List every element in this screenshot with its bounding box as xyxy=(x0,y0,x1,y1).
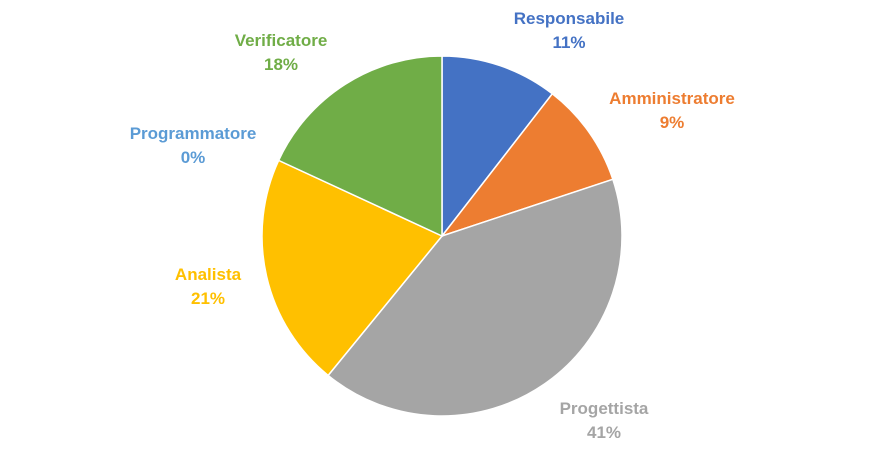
data-label-amministratore-name: Amministratore xyxy=(609,89,735,108)
data-label-verificatore-percent: 18% xyxy=(264,55,298,74)
data-label-progettista-percent: 41% xyxy=(587,423,621,442)
slice-responsabile xyxy=(441,55,554,239)
data-label-verificatore-name: Verificatore xyxy=(235,31,328,50)
pie-data-labels: Responsabile 11% Amministratore 9% Progettis… xyxy=(130,9,735,442)
slice-analista xyxy=(261,159,444,377)
slice-progettista xyxy=(327,178,623,417)
data-label-amministratore-percent: 9% xyxy=(660,113,685,132)
slice-amministratore xyxy=(439,92,614,238)
data-label-progettista-name: Progettista xyxy=(560,399,649,418)
data-label-programmatore-name: Programmatore xyxy=(130,124,257,143)
pie-slices xyxy=(261,55,623,417)
data-label-analista-percent: 21% xyxy=(191,289,225,308)
data-label-programmatore-percent: 0% xyxy=(181,148,206,167)
slice-verificatore xyxy=(277,55,443,238)
data-label-responsabile-percent: 11% xyxy=(552,33,585,52)
data-label-responsabile-name: Responsabile xyxy=(514,9,625,28)
data-label-analista-name: Analista xyxy=(175,265,242,284)
